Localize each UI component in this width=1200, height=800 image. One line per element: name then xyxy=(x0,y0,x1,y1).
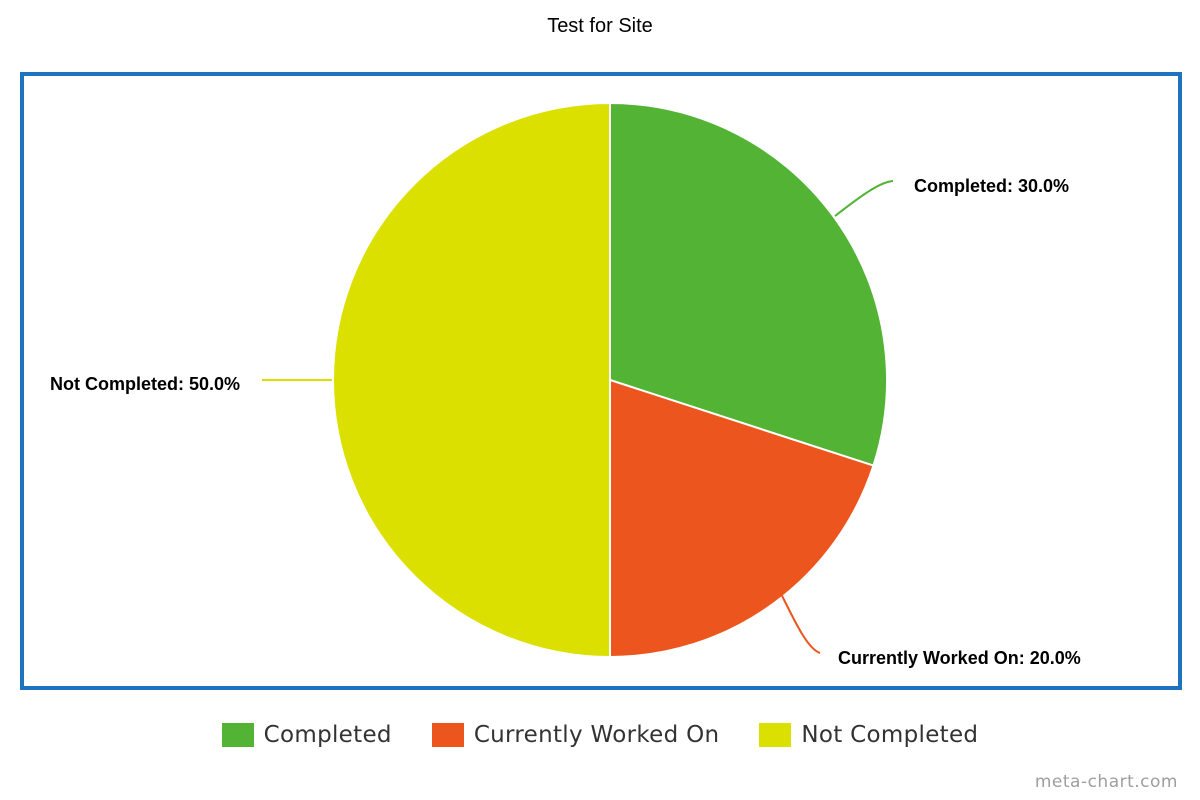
pie-slice-completed[interactable] xyxy=(609,101,888,467)
slices-group xyxy=(332,101,888,659)
leader-line-completed xyxy=(834,180,894,217)
leader-line-currently-worked-on xyxy=(772,577,821,654)
legend-item-not-completed[interactable]: Not Completed xyxy=(759,722,978,748)
slice-labels-group: Completed: 30.0% Currently Worked On: 20.… xyxy=(50,176,1081,668)
legend-label: Completed xyxy=(263,722,392,748)
pie-slice-not-completed[interactable] xyxy=(332,101,611,659)
legend-label: Currently Worked On xyxy=(473,722,720,748)
pie-chart: Completed: 30.0% Currently Worked On: 20.… xyxy=(50,101,1081,668)
legend: Completed Currently Worked On Not Complete… xyxy=(0,722,1200,748)
legend-label: Not Completed xyxy=(801,722,979,748)
leader-lines-group xyxy=(262,180,894,654)
legend-swatch xyxy=(221,723,254,747)
legend-item-currently-worked-on[interactable]: Currently Worked On xyxy=(431,722,720,748)
slice-label-completed: Completed: 30.0% xyxy=(914,176,1069,196)
legend-item-completed[interactable]: Completed xyxy=(221,722,392,748)
pie-slice-currently-worked-on[interactable] xyxy=(609,378,875,659)
slice-label-currently-worked-on: Currently Worked On: 20.0% xyxy=(838,648,1081,668)
plot-frame: Completed: 30.0% Currently Worked On: 20.… xyxy=(20,72,1182,690)
legend-swatch xyxy=(431,723,464,747)
slice-label-not-completed: Not Completed: 50.0% xyxy=(50,374,240,394)
legend-swatch xyxy=(759,723,792,747)
watermark: meta-chart.com xyxy=(1034,772,1178,792)
chart-title: Test for Site xyxy=(547,15,653,37)
